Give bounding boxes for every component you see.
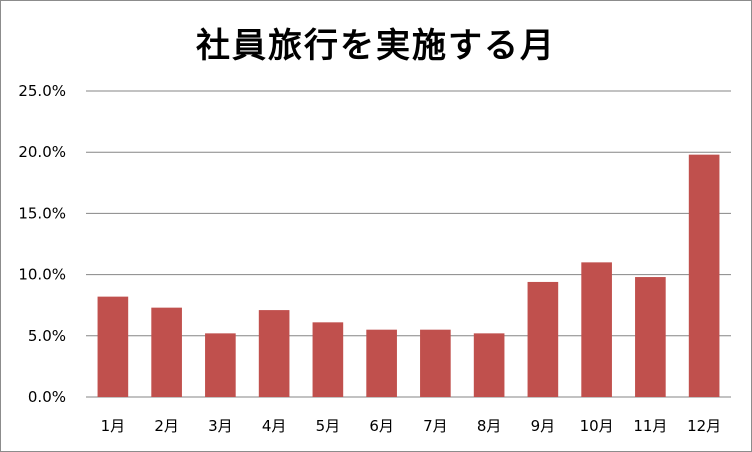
x-tick-label: 2月 [154,417,179,435]
x-tick-label: 9月 [531,417,556,435]
bar-7 [420,329,451,397]
x-tick-label: 6月 [369,417,394,435]
y-tick-label: 15.0% [18,204,66,222]
bar-5 [312,322,344,397]
x-tick-label: 11月 [633,417,667,435]
x-tick-label: 3月 [208,417,233,435]
bar-10 [581,262,612,397]
gridlines [86,90,731,398]
bar-8 [473,333,505,397]
x-tick-label: 8月 [477,417,502,435]
y-tick-label: 5.0% [28,327,66,345]
bar-4 [258,310,290,397]
x-tick-label: 7月 [423,417,448,435]
x-tick-label: 1月 [101,417,126,435]
bar-9 [527,281,559,397]
x-tick-label: 5月 [316,417,341,435]
x-tick-label: 4月 [262,417,287,435]
x-axis-ticks: 1月 2月 3月 4月 5月 6月 7月 8月 9月 10月 11月 12月 [101,417,722,435]
bar-3 [205,333,236,397]
bar-12 [688,154,720,397]
y-axis-ticks: 0.0% 5.0% 10.0% 15.0% 20.0% 25.0% [18,82,66,406]
y-tick-label: 10.0% [18,266,66,284]
bar-2 [151,307,182,397]
bar-1 [97,296,129,397]
x-tick-label: 12月 [687,417,721,435]
bar-6 [366,329,397,397]
chart-title: 社員旅行を実施する月 [196,26,556,66]
y-tick-label: 25.0% [18,82,66,100]
bar-11 [635,277,666,397]
x-tick-label: 10月 [580,417,614,435]
y-tick-label: 0.0% [28,388,66,406]
y-tick-label: 20.0% [18,143,66,161]
bars [97,154,720,397]
